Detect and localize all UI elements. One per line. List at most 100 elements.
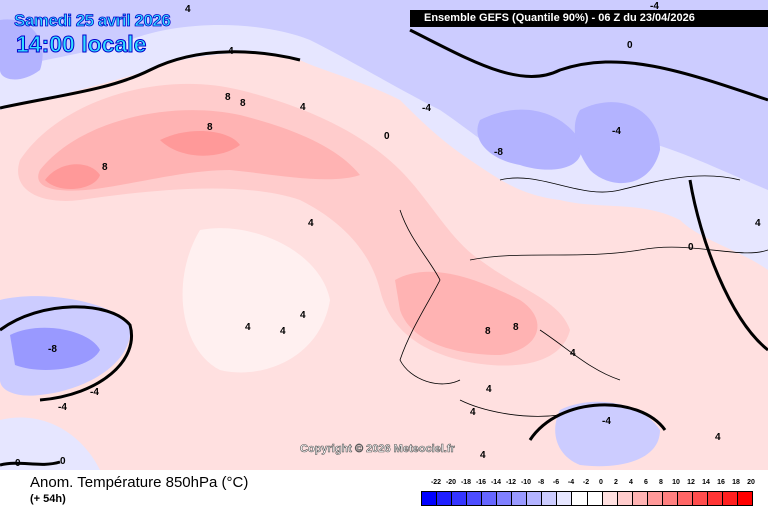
warm-core-east (160, 130, 240, 156)
contour-label: 4 (300, 102, 306, 113)
cold-anomaly-norway (477, 109, 582, 170)
contour-label: 4 (715, 432, 721, 443)
contour-label: 4 (308, 218, 314, 229)
scale-swatch (722, 492, 738, 505)
model-info: Ensemble GEFS (Quantile 90%) - 06 Z du 2… (424, 12, 695, 24)
temperature-anomaly-map: 4 4 4 8 8 8 8 -4 0 -4 -8 -4 0 4 4 4 4 -8… (0, 0, 768, 470)
coastlines (399, 175, 768, 417)
contour-label: -4 (90, 387, 99, 398)
contour-label: 0 (627, 40, 633, 51)
contour-label: -8 (494, 147, 503, 158)
contour-label: 4 (470, 407, 476, 418)
cold-core-atlantic (10, 327, 100, 370)
scale-label: 10 (672, 479, 680, 486)
scale-swatch (737, 492, 753, 505)
contour-label: 4 (486, 384, 492, 395)
contour-label: 8 (513, 322, 519, 333)
cold-anomaly-southwest (0, 417, 100, 470)
scale-swatch (422, 492, 438, 505)
scale-swatch (572, 492, 588, 505)
scale-swatch (662, 492, 678, 505)
scale-swatch (677, 492, 693, 505)
cold-anomaly-northwest (0, 19, 43, 80)
scale-swatch (602, 492, 618, 505)
contour-label: 4 (228, 46, 234, 57)
contour-label: -4 (602, 416, 611, 427)
contour-label: 4 (245, 322, 251, 333)
contour-labels: 4 4 4 8 8 8 8 -4 0 -4 -8 -4 0 4 4 4 4 -8… (15, 1, 761, 469)
zero-contours (0, 28, 768, 467)
contour-label: 8 (225, 92, 231, 103)
scale-label: 6 (644, 479, 648, 486)
scale-swatch (482, 492, 498, 505)
contour-label: 8 (240, 98, 246, 109)
scale-swatch (437, 492, 453, 505)
scale-label: 14 (702, 479, 710, 486)
contour-label: 4 (755, 218, 761, 229)
warm-core-west (45, 164, 100, 190)
scale-label: -16 (475, 479, 487, 486)
scale-label: -12 (505, 479, 517, 486)
contour-label: 4 (570, 348, 576, 359)
contour-label: -4 (650, 1, 659, 12)
scale-swatch (692, 492, 708, 505)
forecast-time: 14:00 locale (15, 31, 147, 58)
forecast-date: Samedi 25 avril 2026 (14, 11, 172, 31)
model-info-banner: Ensemble GEFS (Quantile 90%) - 06 Z du 2… (410, 10, 768, 27)
scale-swatch (617, 492, 633, 505)
scale-label: -14 (490, 479, 502, 486)
warm-anomaly-france (395, 271, 538, 355)
contour-label: 0 (15, 458, 21, 469)
contour-label: 4 (185, 4, 191, 15)
contour-label: -4 (58, 402, 67, 413)
contour-label: 8 (485, 326, 491, 337)
contour-label: 4 (480, 450, 486, 461)
weak-anomaly-azores (182, 228, 330, 373)
contour-label: -4 (612, 126, 621, 137)
contour-label: 0 (60, 456, 66, 467)
contour-label: 0 (688, 242, 694, 253)
scale-swatch (587, 492, 603, 505)
scale-bar (421, 491, 753, 506)
contour-label: 8 (102, 162, 108, 173)
scale-swatch (557, 492, 573, 505)
scale-swatch (647, 492, 663, 505)
copyright: Copyright © 2026 Meteociel.fr (300, 443, 455, 456)
scale-swatch (542, 492, 558, 505)
scale-swatch (452, 492, 468, 505)
scale-label: 2 (614, 479, 618, 486)
lead-time: (+ 54h) (30, 493, 66, 505)
scale-label: -20 (445, 479, 457, 486)
scale-label: -6 (552, 479, 560, 486)
cold-anomaly-sweden (574, 102, 660, 184)
scale-label: -10 (520, 479, 532, 486)
scale-label: -4 (567, 479, 575, 486)
map-title: Anom. Température 850hPa (°C) (30, 474, 249, 491)
contour-label: 4 (300, 310, 306, 321)
scale-swatch (632, 492, 648, 505)
contour-label: 0 (384, 131, 390, 142)
scale-swatch (467, 492, 483, 505)
scale-label: 8 (659, 479, 663, 486)
scale-label: -8 (537, 479, 545, 486)
scale-label: 16 (717, 479, 725, 486)
scale-label: 12 (687, 479, 695, 486)
scale-label: 0 (599, 479, 603, 486)
scale-swatch (707, 492, 723, 505)
color-scale-legend: -22 -20 -18 -16 -14 -12 -10 -8 -6 -4 -2 0 2 4 6 8 10 12 14… (418, 479, 758, 506)
scale-swatch (512, 492, 528, 505)
scale-label: -18 (460, 479, 472, 486)
contour-label: 4 (280, 326, 286, 337)
scale-label: -22 (430, 479, 442, 486)
scale-label: 4 (629, 479, 633, 486)
scale-labels: -22 -20 -18 -16 -14 -12 -10 -8 -6 -4 -2 0 2 4 6 8 10 12 14… (418, 479, 758, 489)
scale-label: -2 (582, 479, 590, 486)
scale-swatch (527, 492, 543, 505)
contour-label: -4 (422, 103, 431, 114)
scale-swatch (497, 492, 513, 505)
contour-label: -8 (48, 344, 57, 355)
scale-label: 20 (747, 479, 755, 486)
scale-label: 18 (732, 479, 740, 486)
contour-label: 8 (207, 122, 213, 133)
cold-anomaly-mediterranean (555, 401, 660, 467)
